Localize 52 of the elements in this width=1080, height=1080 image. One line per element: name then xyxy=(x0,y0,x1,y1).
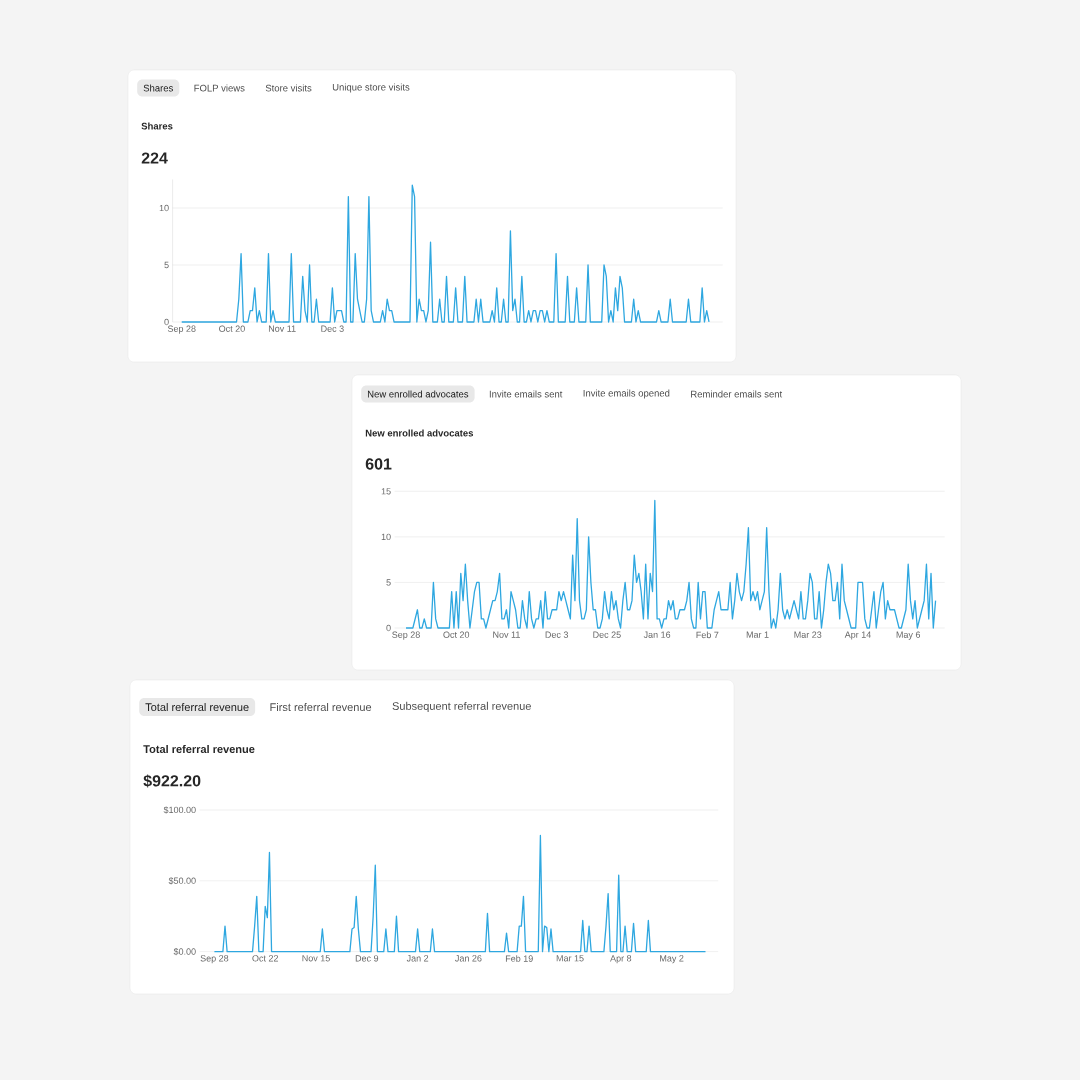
text: First referral revenue xyxy=(270,702,372,712)
y-tick-label: 10 xyxy=(159,204,169,212)
x-tick-label: Feb 19 xyxy=(505,955,533,962)
x-tick-label: Apr 14 xyxy=(844,631,871,640)
x-tick-label: Jan 2 xyxy=(406,955,429,962)
y-tick-label: 5 xyxy=(386,579,391,586)
x-tick-label: May 2 xyxy=(660,955,684,964)
x-tick-label: Sep 28 xyxy=(167,325,196,334)
y-tick-label: $100.00 xyxy=(163,806,196,814)
x-tick-label: Oct 20 xyxy=(443,631,470,638)
text: Shares xyxy=(143,84,173,92)
x-tick-label: Apr 8 xyxy=(610,955,632,964)
x-tick-label: Nov 11 xyxy=(268,325,296,332)
text: New enrolled advocates xyxy=(367,390,469,398)
x-tick-label: Jan 16 xyxy=(643,631,671,638)
x-tick-label: Mar 1 xyxy=(746,631,769,638)
x-tick-label: Dec 3 xyxy=(545,631,569,638)
chart-title: New enrolled advocates xyxy=(365,429,474,437)
chart-title: Total referral revenue xyxy=(143,744,255,754)
y-tick-label: $0.00 xyxy=(173,947,196,956)
y-tick-label: 0 xyxy=(164,318,169,326)
x-tick-label: Nov 11 xyxy=(493,631,520,638)
y-tick-label: $50.00 xyxy=(168,877,196,885)
x-tick-label: Mar 23 xyxy=(794,631,822,638)
text: Reminder emails sent xyxy=(691,390,783,398)
text: Unique store visits xyxy=(332,83,410,93)
text: Subsequent referral revenue xyxy=(392,701,531,713)
x-tick-label: Dec 9 xyxy=(355,955,379,962)
chart-subtitle: $922.20 xyxy=(143,774,201,788)
y-tick-label: 0 xyxy=(386,624,391,632)
x-tick-label: Nov 15 xyxy=(302,955,330,962)
text: FOLP views xyxy=(194,84,245,92)
text: Store visits xyxy=(265,84,312,92)
x-tick-label: Oct 22 xyxy=(252,955,279,962)
x-tick-label: Dec 3 xyxy=(321,325,344,332)
chart-subtitle: 224 xyxy=(141,152,168,164)
x-tick-label: Dec 25 xyxy=(593,631,621,638)
y-tick-label: 10 xyxy=(381,533,391,541)
x-tick-label: Feb 7 xyxy=(696,631,719,639)
y-tick-label: 15 xyxy=(381,488,391,495)
chart-subtitle: 601 xyxy=(365,458,392,470)
text: Invite emails sent xyxy=(489,390,563,398)
y-tick-label: 5 xyxy=(164,261,169,269)
text: Total referral revenue xyxy=(145,702,249,712)
x-tick-label: Sep 28 xyxy=(200,955,229,964)
chart-title: Shares xyxy=(141,122,173,130)
x-tick-label: May 6 xyxy=(896,631,921,640)
text: Invite emails opened xyxy=(583,389,670,399)
x-tick-label: Jan 26 xyxy=(455,955,482,962)
x-tick-label: Oct 20 xyxy=(219,325,245,332)
x-tick-label: Mar 15 xyxy=(556,955,584,962)
x-tick-label: Sep 28 xyxy=(392,631,420,640)
